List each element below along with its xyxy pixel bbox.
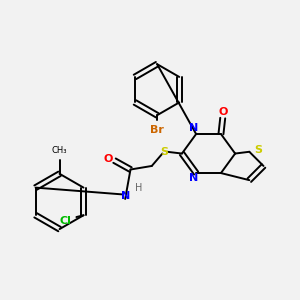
Text: N: N: [189, 123, 198, 134]
Text: N: N: [121, 191, 130, 201]
Text: H: H: [135, 183, 142, 193]
Text: N: N: [189, 173, 198, 183]
Text: O: O: [218, 107, 227, 117]
Text: S: S: [160, 147, 168, 157]
Text: O: O: [103, 154, 113, 164]
Text: Cl: Cl: [60, 216, 72, 226]
Text: CH₃: CH₃: [52, 146, 67, 154]
Text: Br: Br: [150, 125, 164, 135]
Text: S: S: [254, 145, 262, 155]
